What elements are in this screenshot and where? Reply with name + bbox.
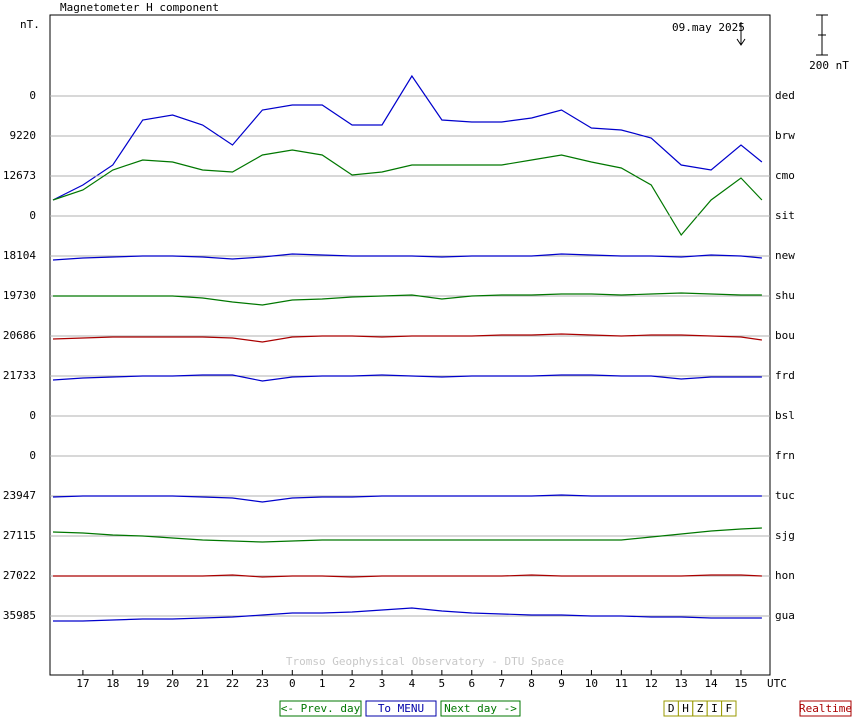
button-label: Z (697, 702, 704, 715)
x-tick-label: 13 (675, 677, 688, 690)
button-label: F (725, 702, 732, 715)
component-button[interactable]: Z (692, 700, 708, 717)
x-tick-label: 9 (558, 677, 565, 690)
x-tick-label: 12 (645, 677, 658, 690)
baseline-label: 18104 (3, 249, 36, 262)
x-tick-label: 8 (528, 677, 535, 690)
station-label: frn (775, 449, 795, 462)
x-tick-label: 2 (349, 677, 356, 690)
x-tick-label: 23 (256, 677, 269, 690)
baseline-label: 23947 (3, 489, 36, 502)
station-label: brw (775, 129, 795, 142)
x-tick-label: 15 (734, 677, 747, 690)
baseline-label: 12673 (3, 169, 36, 182)
x-tick-label: 6 (468, 677, 475, 690)
station-label: hon (775, 569, 795, 582)
y-unit: nT. (20, 18, 40, 31)
x-tick-label: 17 (76, 677, 89, 690)
station-trace (53, 292, 762, 306)
button-label: To MENU (378, 702, 424, 715)
baseline-label: 0 (29, 449, 36, 462)
station-label: sjg (775, 529, 795, 542)
x-tick-label: 1 (319, 677, 326, 690)
station-trace (52, 149, 763, 237)
x-tick-label: 0 (289, 677, 296, 690)
station-label: gua (775, 609, 795, 622)
baseline-label: 9220 (10, 129, 37, 142)
button-label: D (668, 702, 675, 715)
x-tick-label: 7 (498, 677, 505, 690)
baseline-label: 0 (29, 209, 36, 222)
x-tick-label: 3 (379, 677, 386, 690)
baseline-label: 0 (29, 409, 36, 422)
station-trace (52, 333, 762, 343)
station-label: bsl (775, 409, 795, 422)
x-unit: UTC (767, 677, 787, 690)
x-tick-label: 10 (585, 677, 598, 690)
baseline-label: 27115 (3, 529, 36, 542)
station-label: ded (775, 89, 795, 102)
controls: <- Prev. day To MENU Next day -> D H Z I F Realt… (279, 700, 852, 717)
scale-label: 200 nT (809, 59, 849, 72)
x-tick-label: 19 (136, 677, 149, 690)
button-frame (799, 700, 852, 717)
button-frame (721, 700, 737, 717)
station-trace (52, 374, 762, 382)
button-label: Realtime (799, 702, 852, 715)
baseline-label: 21733 (3, 369, 36, 382)
chart-title: Magnetometer H component (60, 1, 219, 14)
component-button[interactable]: F (721, 700, 737, 717)
realtime-button[interactable]: Realtime (799, 700, 852, 717)
station-label: tuc (775, 489, 795, 502)
station-label: cmo (775, 169, 795, 182)
button-label: Next day -> (444, 702, 517, 715)
x-tick-label: 14 (704, 677, 718, 690)
x-tick-label: 18 (106, 677, 119, 690)
baseline-label: 35985 (3, 609, 36, 622)
station-label: new (775, 249, 795, 262)
x-tick-label: 21 (196, 677, 209, 690)
x-tick-label: 11 (615, 677, 628, 690)
button-frame (365, 700, 437, 717)
date-label: 09.may 2025 (672, 21, 745, 34)
station-trace (52, 253, 762, 261)
station-trace (53, 574, 762, 578)
date-arrow-head (736, 38, 746, 46)
baseline-label: 20686 (3, 329, 36, 342)
x-tick-label: 5 (439, 677, 446, 690)
station-label: shu (775, 289, 795, 302)
station-label: bou (775, 329, 795, 342)
x-tick-label: 20 (166, 677, 179, 690)
baseline-label: 27022 (3, 569, 36, 582)
component-button[interactable]: I (706, 700, 723, 717)
plot-frame (49, 14, 771, 676)
button-label: I (711, 702, 718, 715)
x-tick-label: 22 (226, 677, 239, 690)
menu-button[interactable]: To MENU (365, 700, 437, 717)
component-button[interactable]: H (677, 700, 694, 717)
x-tick-label: 4 (409, 677, 416, 690)
button-frame (279, 700, 362, 717)
baseline-label: 19730 (3, 289, 36, 302)
component-button[interactable]: D (663, 700, 679, 717)
footer: Tromso Geophysical Observatory - DTU Spa… (286, 655, 564, 668)
station-label: sit (775, 209, 795, 222)
station-label: frd (775, 369, 795, 382)
button-frame (440, 700, 521, 717)
next-day-button[interactable]: Next day -> (440, 700, 521, 717)
station-trace (53, 607, 762, 622)
station-trace (52, 527, 762, 543)
baseline-label: 0 (29, 89, 36, 102)
prev-day-button[interactable]: <- Prev. day (279, 700, 362, 717)
button-label: <- Prev. day (281, 702, 361, 715)
button-label: H (682, 702, 689, 715)
station-trace (52, 494, 762, 503)
station-trace (52, 74, 763, 201)
